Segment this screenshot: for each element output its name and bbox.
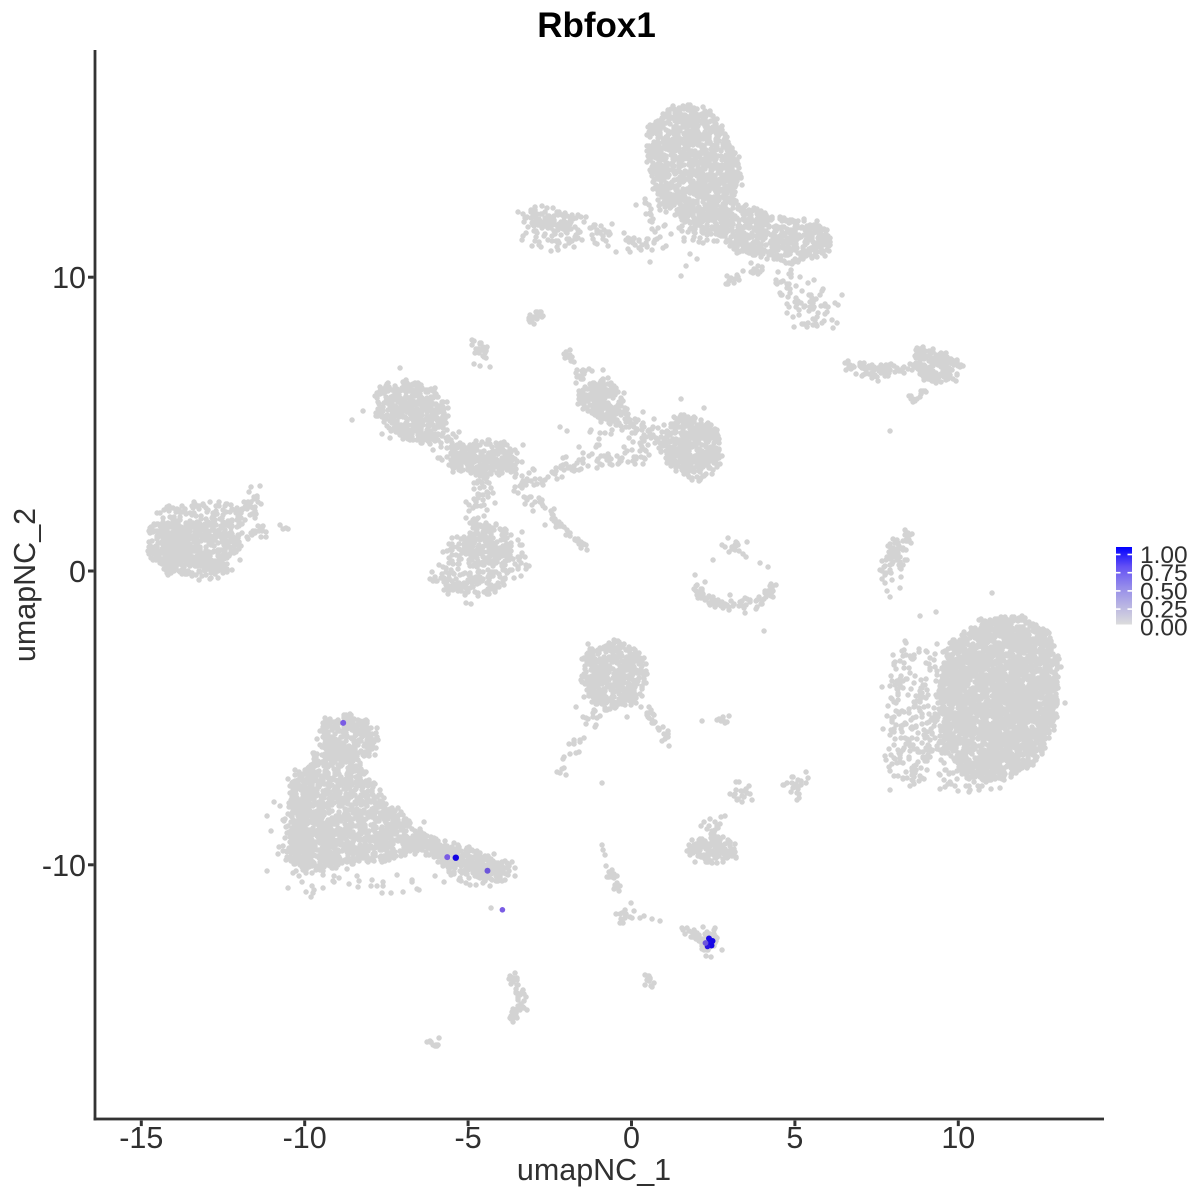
- svg-text:10: 10: [52, 261, 86, 295]
- svg-text:umapNC_1: umapNC_1: [517, 1153, 671, 1187]
- svg-text:0.25: 0.25: [1140, 597, 1188, 624]
- svg-text:umapNC_2: umapNC_2: [8, 508, 42, 662]
- svg-text:0.75: 0.75: [1140, 560, 1188, 587]
- svg-text:0.00: 0.00: [1140, 615, 1188, 642]
- svg-text:1.00: 1.00: [1140, 542, 1188, 569]
- svg-text:0: 0: [69, 555, 86, 589]
- svg-text:Rbfox1: Rbfox1: [537, 6, 656, 45]
- svg-text:5: 5: [786, 1121, 803, 1155]
- svg-text:-10: -10: [42, 849, 86, 883]
- svg-text:0: 0: [623, 1121, 640, 1155]
- svg-text:-5: -5: [455, 1121, 482, 1155]
- svg-text:-15: -15: [119, 1121, 163, 1155]
- svg-text:-10: -10: [283, 1121, 327, 1155]
- svg-text:10: 10: [941, 1121, 975, 1155]
- svg-text:0.50: 0.50: [1140, 578, 1188, 605]
